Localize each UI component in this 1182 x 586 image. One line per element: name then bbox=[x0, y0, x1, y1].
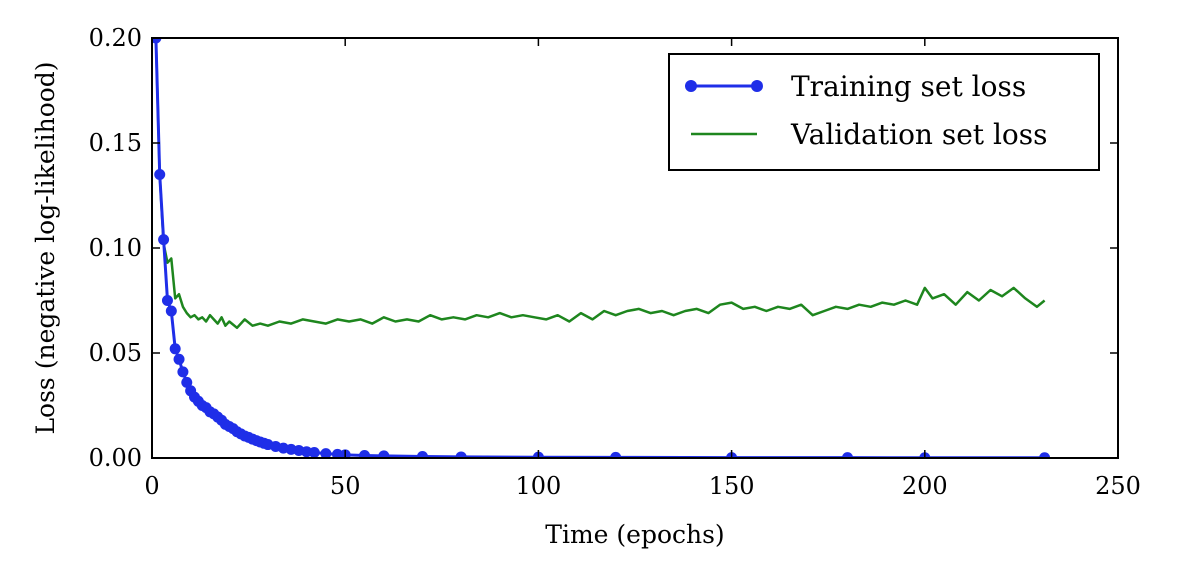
y-tick-label: 0.15 bbox=[89, 129, 142, 157]
training-point bbox=[320, 448, 332, 458]
x-tick-label: 250 bbox=[1095, 472, 1141, 500]
axis-ticks: 0 50 100 150 200 250 0.00 0.05 0.10 0.15 0.20 bbox=[89, 24, 1141, 500]
plot-layer bbox=[152, 38, 1051, 458]
x-tick-label: 150 bbox=[709, 472, 755, 500]
x-tick-label: 50 bbox=[330, 472, 361, 500]
training-point bbox=[158, 234, 170, 246]
training-point bbox=[152, 38, 162, 44]
training-point bbox=[177, 366, 189, 378]
legend-entries: Training set loss Validation set loss bbox=[685, 70, 1048, 151]
training-point bbox=[455, 451, 467, 458]
legend-label: Training set loss bbox=[791, 70, 1026, 103]
y-tick-label: 0.10 bbox=[89, 234, 142, 262]
training-point bbox=[169, 343, 181, 355]
legend-label: Validation set loss bbox=[790, 118, 1048, 151]
training-point bbox=[181, 376, 193, 388]
training-point bbox=[416, 451, 428, 458]
training-point bbox=[161, 295, 173, 306]
y-tick-label: 0.00 bbox=[89, 444, 142, 472]
y-tick-label: 0.05 bbox=[89, 339, 142, 367]
training-point bbox=[308, 447, 320, 458]
legend-box bbox=[668, 53, 1100, 171]
training-point bbox=[165, 305, 177, 317]
training-point bbox=[154, 169, 166, 180]
training-point bbox=[173, 353, 185, 365]
x-axis-label: Time (epochs) bbox=[545, 520, 724, 549]
training-point bbox=[359, 449, 371, 458]
legend-marker bbox=[751, 80, 763, 92]
legend-marker bbox=[685, 80, 697, 92]
series-line-validation bbox=[154, 38, 1046, 330]
x-tick-label: 0 bbox=[144, 472, 159, 500]
training-point bbox=[1039, 452, 1051, 458]
x-tick-label: 200 bbox=[902, 472, 948, 500]
x-tick-label: 100 bbox=[515, 472, 561, 500]
y-tick-label: 0.20 bbox=[89, 24, 142, 52]
training-point bbox=[842, 452, 854, 458]
training-point bbox=[378, 450, 390, 458]
training-point bbox=[610, 451, 622, 458]
y-axis-label: Loss (negative log-likelihood) bbox=[31, 61, 60, 434]
legend: Training set loss Validation set loss bbox=[668, 53, 1100, 171]
